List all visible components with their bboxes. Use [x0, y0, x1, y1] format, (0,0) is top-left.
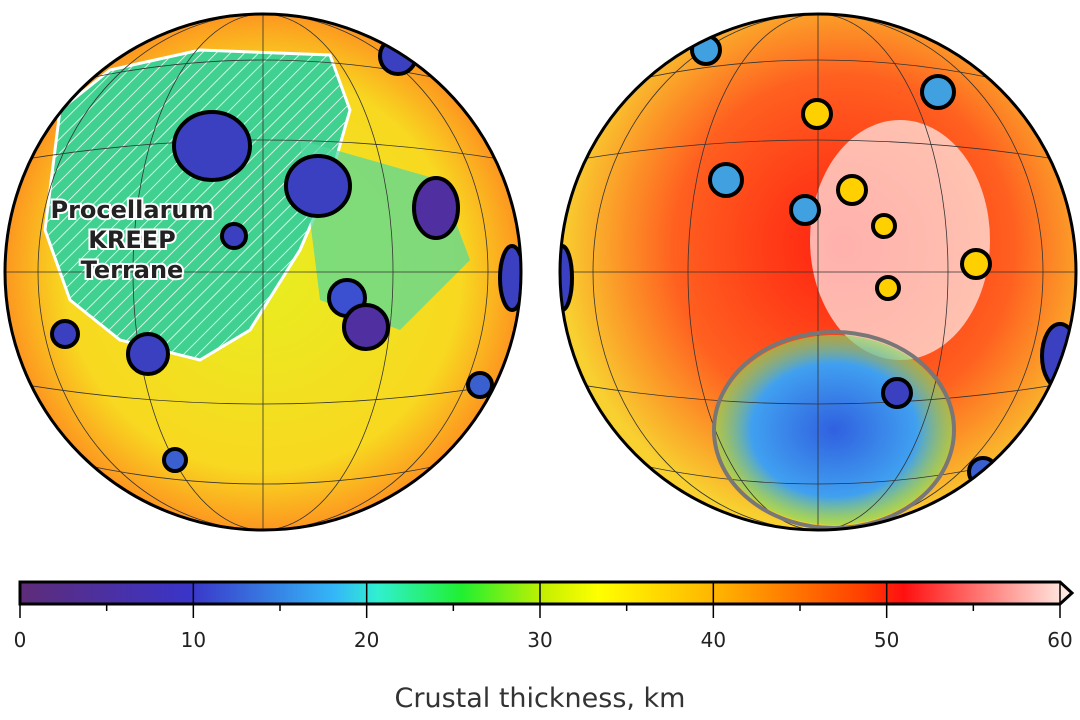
tick-label: 30: [527, 628, 553, 652]
spa-basin-outline: [712, 330, 956, 530]
label-procellarum: Procellarum: [51, 196, 214, 224]
tick-label: 50: [873, 628, 900, 652]
nearside-map: [5, 14, 521, 530]
tick-label: 10: [180, 628, 207, 652]
tick-label: 20: [353, 628, 380, 652]
tick-label: 40: [700, 628, 727, 652]
label-terrane: Terrane: [81, 256, 184, 284]
spa-basin-interior: [716, 335, 952, 525]
tick-label: 60: [1047, 628, 1073, 652]
farside-map: [560, 14, 1076, 530]
colorbar: [18, 580, 1075, 618]
impact-basins: [50, 36, 521, 473]
tick-label: 0: [13, 628, 27, 652]
pkt-label: Procellarum KREEP Terrane: [49, 194, 216, 286]
graticule: [560, 14, 1076, 530]
label-kreep: KREEP: [88, 226, 175, 254]
colorbar-title: Crustal thickness, km: [394, 683, 686, 714]
